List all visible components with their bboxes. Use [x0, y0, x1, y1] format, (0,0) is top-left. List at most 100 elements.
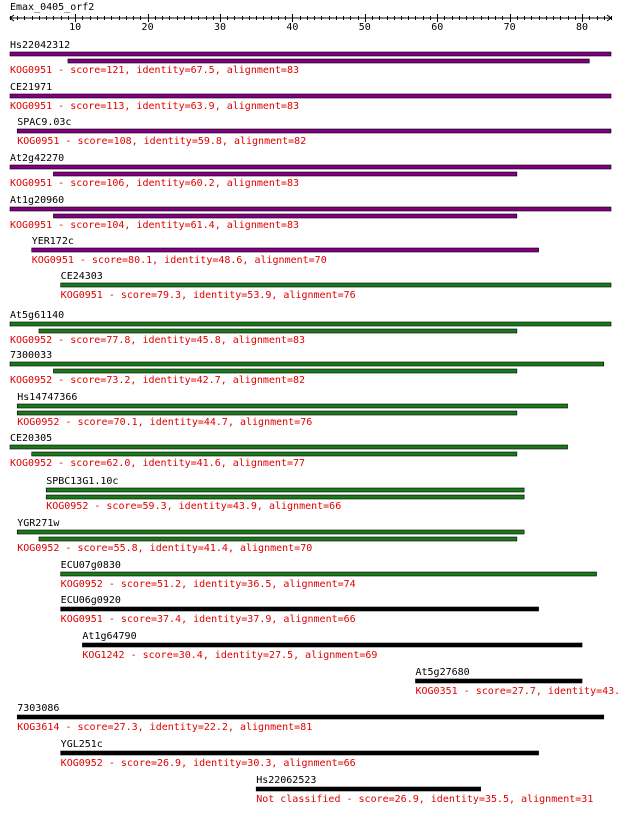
hit-row: ECU07g0830 KOG0952 - score=51.2, identity… — [60, 560, 597, 590]
query-axis: 10 20 30 40 50 60 70 80 — [9, 14, 612, 33]
hit-row: 7300033 KOG0952 - score=73.2, identity=42… — [9, 350, 605, 386]
hit-name[interactable]: ECU06g0920 — [61, 595, 121, 606]
hit-name[interactable]: ECU07g0830 — [61, 560, 121, 571]
hit-secondary-bar[interactable] — [53, 213, 518, 219]
hit-info: KOG0952 - score=51.2, identity=36.5, ali… — [61, 579, 356, 590]
hit-alignment-bar[interactable] — [16, 714, 605, 720]
hit-row: YER172c KOG0951 - score=80.1, identity=48… — [31, 236, 539, 266]
hit-info: KOG0952 - score=62.0, identity=41.6, ali… — [10, 458, 305, 469]
hit-row: At1g20960 KOG0951 - score=104, identity=6… — [9, 195, 612, 231]
hit-alignment-bar[interactable] — [9, 93, 612, 99]
hit-alignment-bar[interactable] — [16, 128, 612, 134]
hit-name[interactable]: SPBC13G1.10c — [46, 476, 118, 487]
query-title: Emax_0405_orf2 — [10, 2, 94, 13]
hit-row: SPBC13G1.10c KOG0952 - score=59.3, identi… — [45, 476, 525, 512]
hit-row: Hs22062523 Not classified - score=26.9, i… — [255, 775, 593, 805]
hit-name[interactable]: Hs22042312 — [10, 40, 70, 51]
hit-info: KOG3614 - score=27.3, identity=22.2, ali… — [17, 722, 312, 733]
axis-tick-label: 60 — [431, 22, 443, 33]
hit-secondary-bar[interactable] — [31, 451, 518, 457]
hit-row: At5g61140 KOG0952 - score=77.8, identity=… — [9, 310, 612, 346]
hit-info: Not classified - score=26.9, identity=35… — [256, 794, 593, 805]
hit-row: ECU06g0920 KOG0951 - score=37.4, identity… — [60, 595, 539, 625]
hit-name[interactable]: 7303086 — [17, 703, 59, 714]
axis-tick-label: 20 — [142, 22, 154, 33]
hit-info: KOG0952 - score=55.8, identity=41.4, ali… — [17, 543, 312, 554]
hit-name[interactable]: CE24303 — [61, 271, 103, 282]
hit-info: KOG0952 - score=59.3, identity=43.9, ali… — [46, 501, 341, 512]
hit-row: At5g27680 KOG0351 - score=27.7, identity=… — [415, 667, 620, 697]
hit-info: KOG0951 - score=106, identity=60.2, alig… — [10, 178, 299, 189]
axis-tick-label: 10 — [69, 22, 81, 33]
hit-alignment-bar[interactable] — [9, 444, 568, 450]
hit-info: KOG0951 - score=37.4, identity=37.9, ali… — [61, 614, 356, 625]
hit-info: KOG0952 - score=26.9, identity=30.3, ali… — [61, 758, 356, 769]
axis-tick-label: 30 — [214, 22, 226, 33]
hit-alignment-bar[interactable] — [16, 529, 525, 535]
hit-name[interactable]: Hs22062523 — [256, 775, 316, 786]
hit-name[interactable]: At5g61140 — [10, 310, 64, 321]
hit-secondary-bar[interactable] — [16, 410, 518, 416]
hit-secondary-bar[interactable] — [38, 536, 518, 542]
hit-name[interactable]: At1g64790 — [82, 631, 136, 642]
hit-name[interactable]: At2g42270 — [10, 153, 64, 164]
hit-name[interactable]: 7300033 — [10, 350, 52, 361]
hit-row: CE21971 KOG0951 - score=113, identity=63.… — [9, 82, 612, 112]
hit-info: KOG0952 - score=73.2, identity=42.7, ali… — [10, 375, 305, 386]
hit-info: KOG0951 - score=113, identity=63.9, alig… — [10, 101, 299, 112]
hit-name[interactable]: SPAC9.03c — [17, 117, 71, 128]
hit-alignment-bar[interactable] — [60, 282, 612, 288]
hit-row: Hs14747366 KOG0952 - score=70.1, identity… — [16, 392, 568, 428]
hit-info: KOG1242 - score=30.4, identity=27.5, ali… — [82, 650, 377, 661]
hit-info: KOG0351 - score=27.7, identity=43.5 — [415, 686, 620, 697]
hit-row: YGL251c KOG0952 - score=26.9, identity=30… — [60, 739, 539, 769]
hit-alignment-bar[interactable] — [60, 606, 539, 612]
hit-name[interactable]: YER172c — [32, 236, 74, 247]
hit-row: At1g64790 KOG1242 - score=30.4, identity=… — [82, 631, 583, 661]
hit-row: At2g42270 KOG0951 - score=106, identity=6… — [9, 153, 612, 189]
hit-row: Hs22042312 KOG0951 - score=121, identity=… — [9, 40, 612, 76]
hit-info: KOG0951 - score=79.3, identity=53.9, ali… — [61, 290, 356, 301]
hit-alignment-bar[interactable] — [16, 403, 568, 409]
hit-list: Hs22042312 KOG0951 - score=121, identity=… — [9, 40, 620, 805]
hit-alignment-bar[interactable] — [60, 750, 539, 756]
hit-name[interactable]: CE20305 — [10, 433, 52, 444]
hit-row: CE20305 KOG0952 - score=62.0, identity=41… — [9, 433, 568, 469]
hit-alignment-bar[interactable] — [45, 487, 525, 493]
hit-secondary-bar[interactable] — [67, 58, 590, 64]
hit-name[interactable]: YGL251c — [61, 739, 103, 750]
hit-row: SPAC9.03c KOG0951 - score=108, identity=5… — [16, 117, 612, 147]
axis-tick-label: 50 — [359, 22, 371, 33]
hit-name[interactable]: At5g27680 — [415, 667, 469, 678]
hit-name[interactable]: Hs14747366 — [17, 392, 77, 403]
hit-row: YGR271w KOG0952 - score=55.8, identity=41… — [16, 518, 525, 554]
hit-alignment-bar[interactable] — [9, 321, 612, 327]
hit-alignment-bar[interactable] — [9, 361, 605, 367]
hit-info: KOG0952 - score=70.1, identity=44.7, ali… — [17, 417, 312, 428]
hit-info: KOG0951 - score=108, identity=59.8, alig… — [17, 136, 306, 147]
hit-name[interactable]: CE21971 — [10, 82, 52, 93]
axis-tick-label: 80 — [576, 22, 588, 33]
hit-name[interactable]: At1g20960 — [10, 195, 64, 206]
hit-row: 7303086 KOG3614 - score=27.3, identity=22… — [16, 703, 605, 733]
hit-name[interactable]: YGR271w — [17, 518, 60, 529]
hit-alignment-bar[interactable] — [82, 642, 583, 648]
hit-alignment-bar[interactable] — [9, 206, 612, 212]
hit-alignment-bar[interactable] — [9, 164, 612, 170]
hit-secondary-bar[interactable] — [38, 328, 518, 334]
hit-info: KOG0952 - score=77.8, identity=45.8, ali… — [10, 335, 305, 346]
hit-info: KOG0951 - score=80.1, identity=48.6, ali… — [32, 255, 327, 266]
hit-alignment-bar[interactable] — [415, 678, 583, 684]
hit-alignment-bar[interactable] — [60, 571, 597, 577]
hit-secondary-bar[interactable] — [45, 494, 525, 500]
hit-secondary-bar[interactable] — [53, 368, 518, 374]
hit-alignment-bar[interactable] — [31, 247, 539, 253]
hit-alignment-bar[interactable] — [255, 786, 481, 792]
hit-alignment-bar[interactable] — [9, 51, 612, 57]
hit-row: CE24303 KOG0951 - score=79.3, identity=53… — [60, 271, 612, 301]
hit-secondary-bar[interactable] — [53, 171, 518, 177]
axis-tick-label: 70 — [504, 22, 516, 33]
hit-info: KOG0951 - score=121, identity=67.5, alig… — [10, 65, 299, 76]
